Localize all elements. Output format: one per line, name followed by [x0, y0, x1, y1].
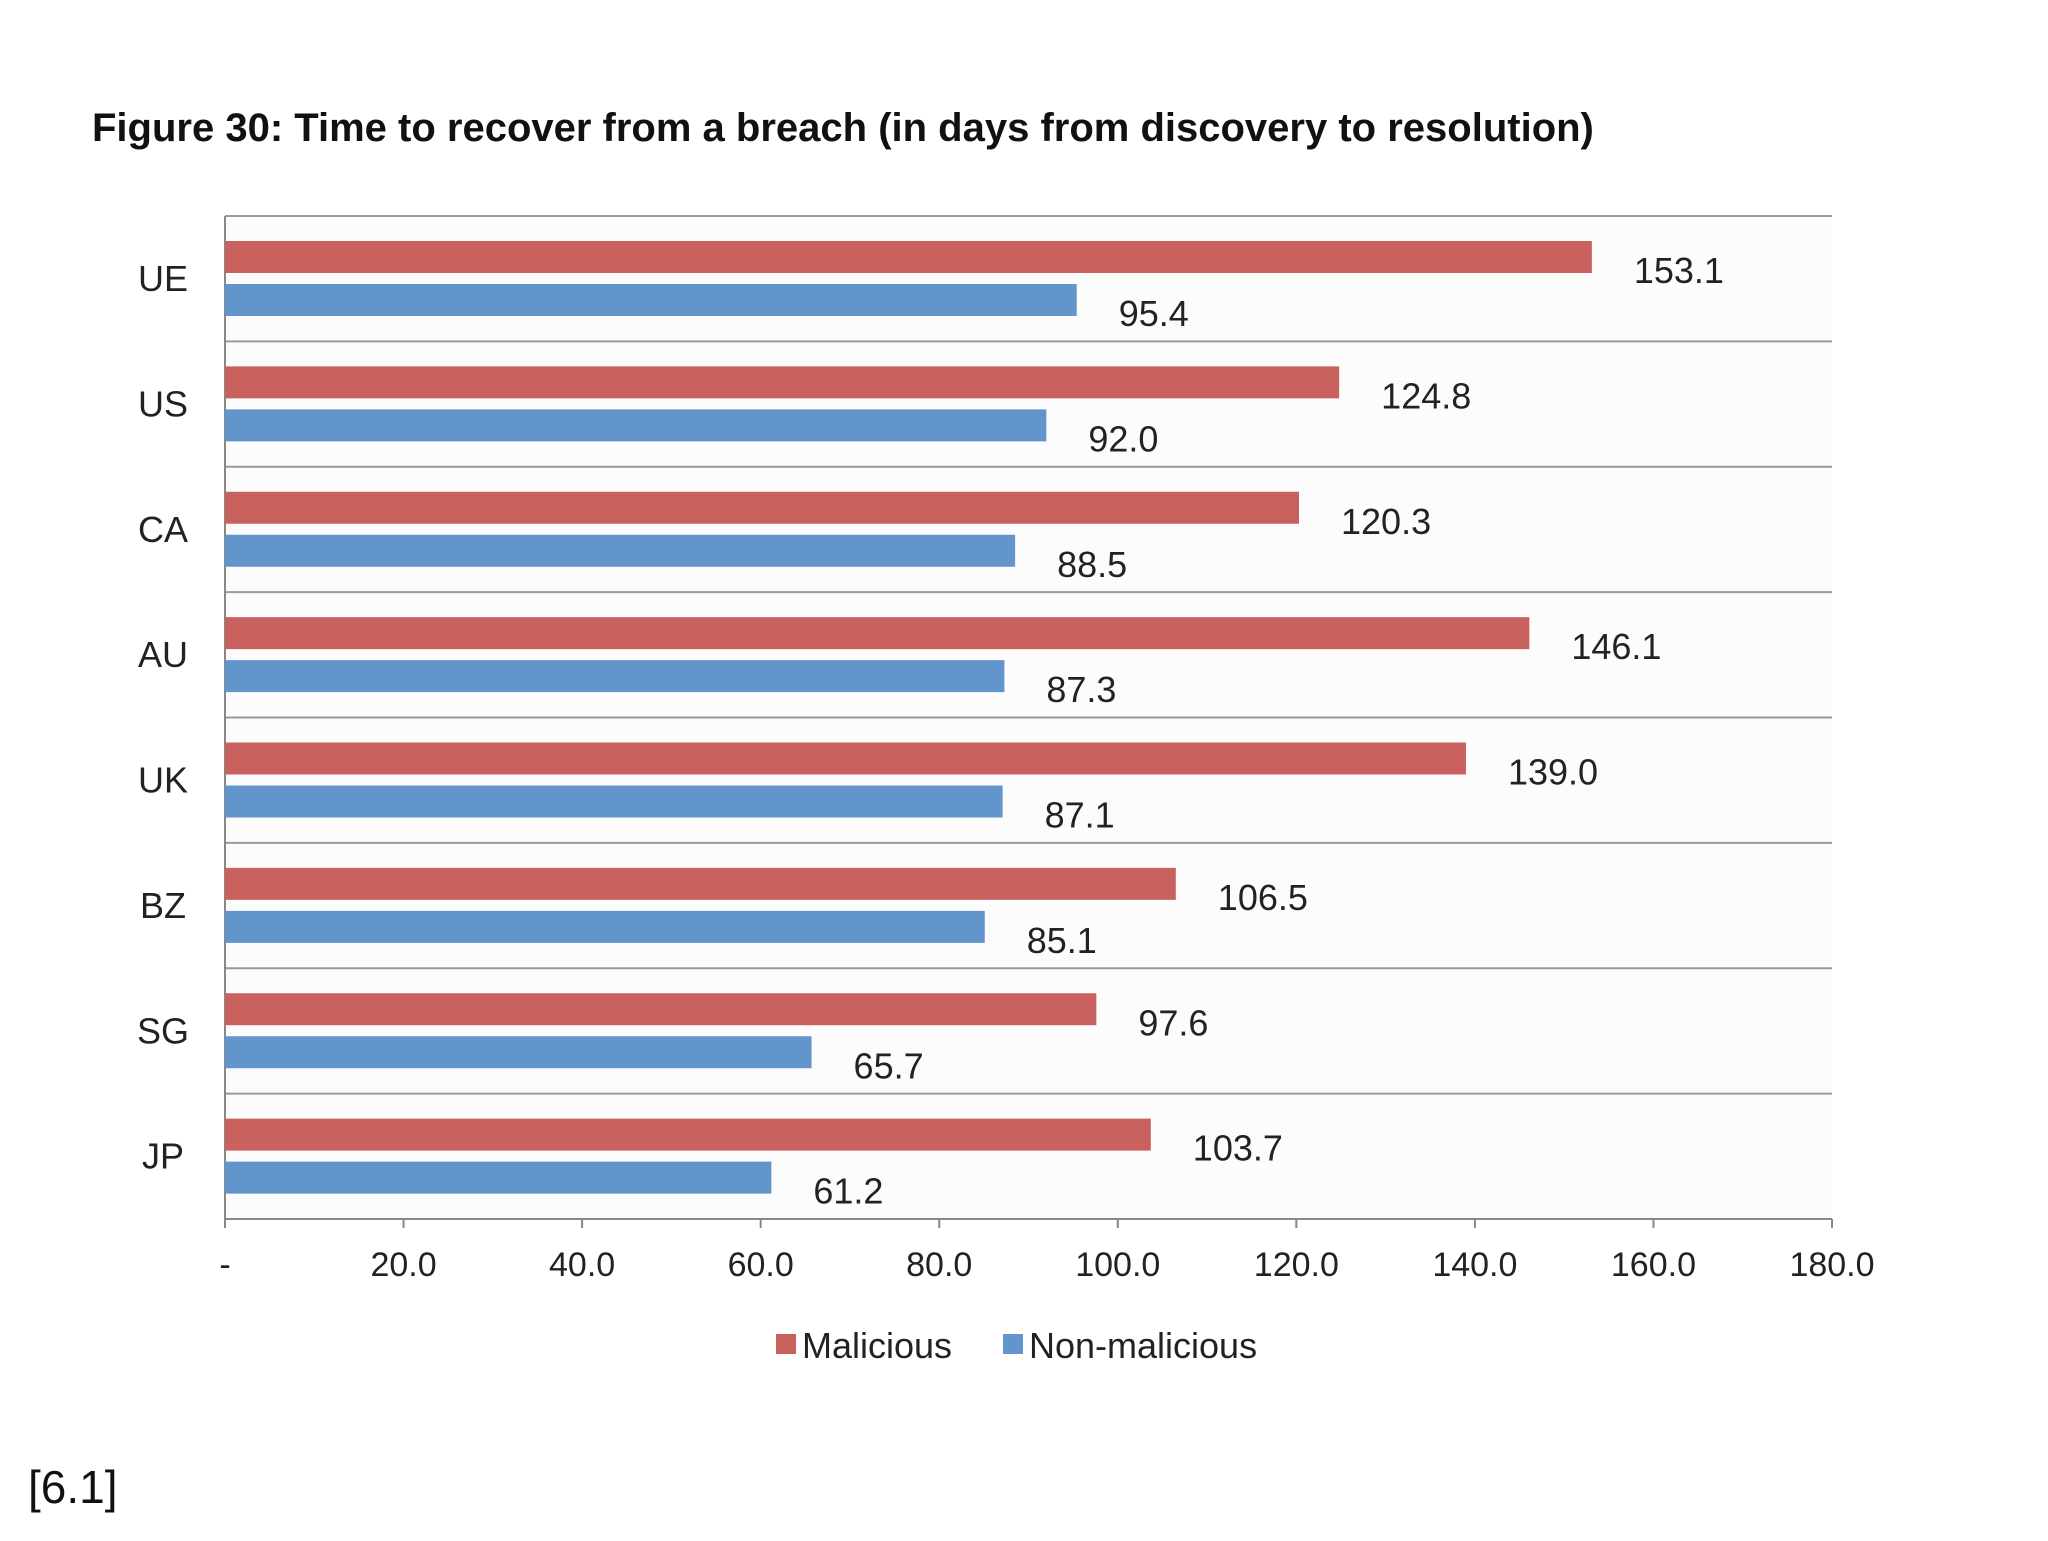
category-label: UK [138, 760, 188, 801]
category-label: US [138, 383, 188, 424]
malicious-bar [225, 742, 1466, 775]
non-malicious-value-label: 61.2 [813, 1171, 883, 1212]
legend-swatch [1003, 1334, 1023, 1354]
category-label: AU [138, 634, 188, 675]
malicious-value-label: 103.7 [1193, 1128, 1283, 1169]
legend-label: Non-malicious [1029, 1325, 1257, 1366]
non-malicious-bar [225, 284, 1077, 316]
x-tick-label: - [219, 1246, 230, 1284]
non-malicious-value-label: 88.5 [1057, 544, 1127, 585]
malicious-bar [225, 993, 1097, 1026]
non-malicious-value-label: 85.1 [1027, 920, 1097, 961]
non-malicious-value-label: 65.7 [854, 1045, 924, 1086]
x-tick-label: 20.0 [370, 1246, 436, 1284]
x-tick-label: 40.0 [549, 1246, 615, 1284]
non-malicious-value-label: 95.4 [1119, 293, 1189, 334]
non-malicious-bar [225, 660, 1005, 693]
malicious-bar [225, 1118, 1151, 1151]
malicious-bar [225, 867, 1176, 900]
x-tick-label: 180.0 [1789, 1246, 1874, 1284]
malicious-bar [225, 491, 1300, 524]
legend-label: Malicious [802, 1325, 952, 1366]
non-malicious-bar [225, 534, 1016, 567]
malicious-bar [225, 366, 1340, 399]
non-malicious-bar [225, 910, 985, 943]
non-malicious-value-label: 87.3 [1046, 669, 1116, 710]
malicious-bar [225, 617, 1530, 650]
non-malicious-bar [225, 785, 1003, 818]
x-tick-label: 120.0 [1254, 1246, 1339, 1284]
category-label: BZ [140, 885, 186, 926]
malicious-value-label: 139.0 [1508, 752, 1598, 793]
x-tick-label: 60.0 [728, 1246, 794, 1284]
x-tick-label: 80.0 [906, 1246, 972, 1284]
category-label: JP [142, 1136, 184, 1177]
malicious-value-label: 97.6 [1138, 1002, 1208, 1043]
malicious-bar [225, 241, 1592, 273]
category-label: SG [137, 1010, 189, 1051]
non-malicious-bar [225, 1036, 812, 1069]
category-label: CA [138, 509, 188, 550]
x-tick-label: 140.0 [1432, 1246, 1517, 1284]
legend-swatch [776, 1334, 796, 1354]
x-tick-label: 100.0 [1075, 1246, 1160, 1284]
non-malicious-bar [225, 409, 1047, 442]
x-tick-label: 160.0 [1611, 1246, 1696, 1284]
malicious-value-label: 106.5 [1218, 877, 1308, 918]
malicious-value-label: 120.3 [1341, 501, 1431, 542]
footnote: [6.1] [28, 1461, 118, 1513]
chart-title: Figure 30: Time to recover from a breach… [92, 106, 1594, 150]
category-label: UE [138, 258, 188, 299]
non-malicious-value-label: 92.0 [1088, 418, 1158, 459]
non-malicious-value-label: 87.1 [1045, 795, 1115, 836]
malicious-value-label: 124.8 [1381, 375, 1471, 416]
malicious-value-label: 153.1 [1634, 250, 1724, 291]
non-malicious-bar [225, 1161, 772, 1194]
malicious-value-label: 146.1 [1571, 626, 1661, 667]
